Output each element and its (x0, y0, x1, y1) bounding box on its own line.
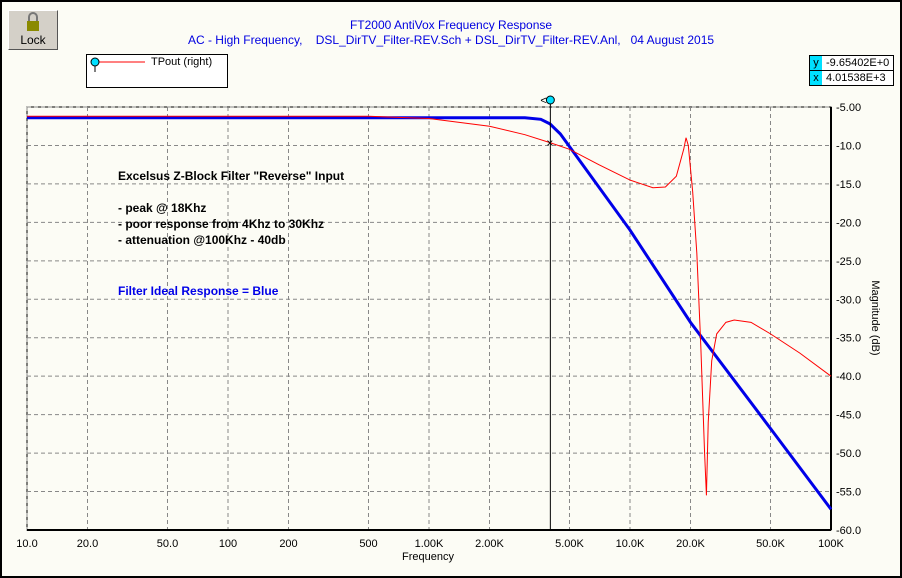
readout-y-value: -9.65402E+0 (826, 57, 890, 69)
readout-x-key: x (810, 71, 822, 85)
y-tick-label: -5.00 (836, 102, 861, 114)
x-tick-label: 20.0 (77, 538, 98, 550)
y-tick-label: -55.0 (836, 487, 861, 499)
x-tick-label: 50.0K (756, 538, 785, 550)
cursor-handle-icon (545, 95, 555, 105)
x-tick-label: 10.0 (16, 538, 37, 550)
readout-y-key: y (810, 56, 822, 70)
x-axis-label: Frequency (402, 551, 454, 563)
annotation-2: - poor response from 4Khz to 30Khz (118, 217, 324, 231)
x-tick-label: 100 (219, 538, 237, 550)
series-line-0 (27, 115, 832, 496)
y-tick-label: -10.0 (836, 140, 861, 152)
annotation-4: Filter Ideal Response = Blue (118, 284, 279, 298)
x-tick-label: 200 (279, 538, 297, 550)
legend: TPout (right) (86, 54, 228, 88)
series-line-1 (27, 116, 833, 511)
y-tick-label: -25.0 (836, 256, 861, 268)
cursor-readout: y -9.65402E+0 x 4.01538E+3 (809, 55, 895, 86)
y-tick-label: -40.0 (836, 371, 861, 383)
annotation-3: - attenuation @100Khz - 40db (118, 233, 286, 247)
legend-label: TPout (right) (151, 56, 213, 68)
annotation-0: Excelsus Z-Block Filter "Reverse" Input (118, 169, 344, 183)
y-tick-label: -30.0 (836, 294, 861, 306)
padlock-icon (27, 12, 39, 31)
x-tick-label: 100K (818, 538, 844, 550)
y-tick-label: -35.0 (836, 333, 861, 345)
y-axis-label: Magnitude (dB) (869, 280, 881, 355)
x-tick-label: 1.00K (415, 538, 444, 550)
y-tick-label: -15.0 (836, 179, 861, 191)
y-tick-label: -45.0 (836, 410, 861, 422)
legend-marker-icon (90, 57, 145, 72)
x-tick-label: 50.0 (157, 538, 178, 550)
x-tick-label: 500 (359, 538, 377, 550)
chart-subtitle: AC - High Frequency, DSL_DirTV_Filter-RE… (187, 33, 715, 47)
x-tick-label: 10.0K (616, 538, 645, 550)
lock-label: Lock (20, 33, 46, 47)
y-tick-label: -20.0 (836, 217, 861, 229)
x-tick-label: 5.00K (555, 538, 584, 550)
lock-button[interactable]: Lock (8, 10, 58, 50)
x-tick-label: 2.00K (475, 538, 504, 550)
y-tick-label: -50.0 (836, 448, 861, 460)
annotation-1: - peak @ 18Khz (118, 201, 206, 215)
x-tick-label: 20.0K (676, 538, 705, 550)
chart-title: FT2000 AntiVox Frequency Response (349, 18, 553, 32)
y-tick-label: -60.0 (836, 525, 861, 537)
cursor-marker-icon: × (546, 136, 553, 150)
readout-x-value: 4.01538E+3 (826, 72, 886, 84)
